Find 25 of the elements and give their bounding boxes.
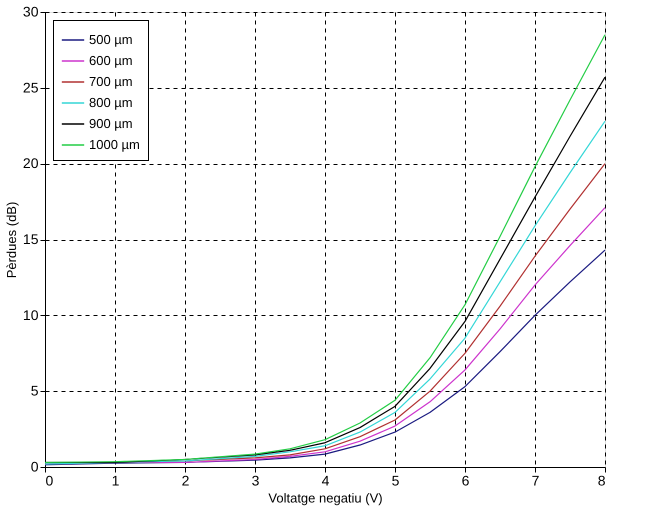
y-tick-label: 30 [22,4,39,20]
legend-label: 500 µm [89,32,133,47]
x-tick-label: 8 [598,472,606,488]
x-tick-label: 3 [252,472,260,488]
legend-label: 900 µm [89,116,133,131]
y-tick-label: 10 [22,306,39,323]
legend-label: 700 µm [89,74,133,89]
legend-label: 600 µm [89,53,133,68]
legend-label: 800 µm [89,95,133,110]
x-tick-label: 4 [322,472,330,488]
x-tick-label: 6 [462,472,470,488]
y-tick-label: 0 [30,458,39,474]
x-tick-label: 5 [392,472,400,488]
x-tick-label: 2 [182,472,190,488]
y-axis-title: Pèrdues (dB) [4,202,19,278]
y-tick-label: 15 [22,231,39,247]
x-tick-label: 0 [46,472,54,488]
y-tick-label: 5 [30,382,39,399]
x-tick-label: 7 [532,472,540,488]
y-tick-label: 20 [22,155,39,172]
y-tick-label: 25 [22,79,39,96]
legend-label: 1000 µm [89,137,140,152]
x-tick-label: 1 [112,472,120,488]
line-series [44,250,606,466]
x-axis-title: Voltatge negatiu (V) [268,490,383,506]
